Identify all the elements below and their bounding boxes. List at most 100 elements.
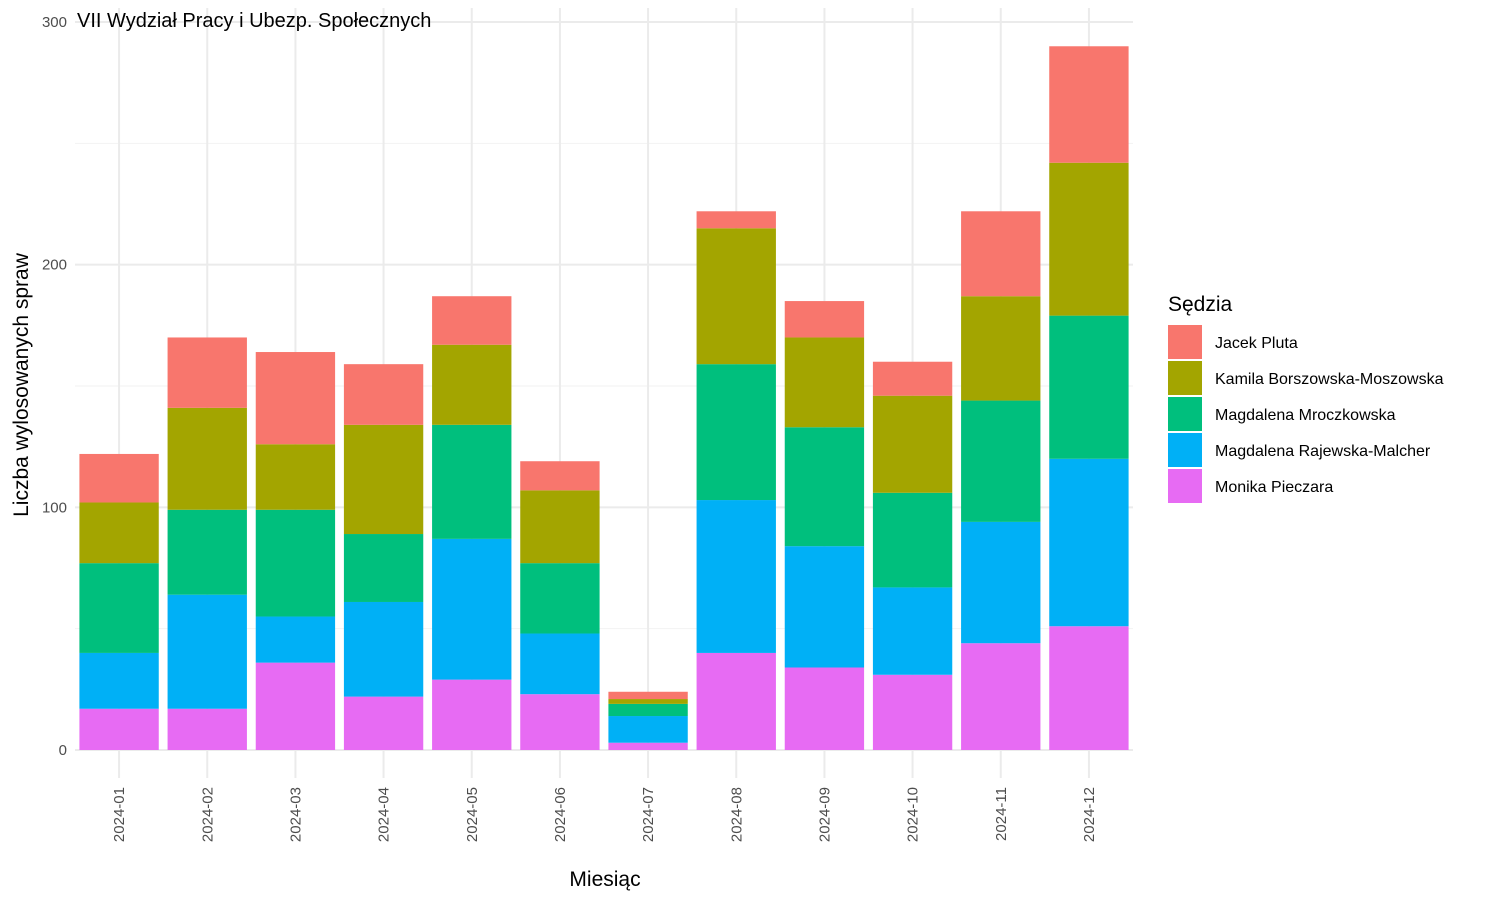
bar-segment bbox=[1049, 315, 1129, 459]
bar-segment bbox=[784, 546, 865, 668]
y-tick-label: 0 bbox=[59, 742, 67, 759]
bar-segment bbox=[872, 587, 953, 675]
bars bbox=[79, 46, 1129, 750]
bar-segment bbox=[608, 716, 688, 743]
bar-segment bbox=[167, 509, 247, 595]
bar-segment bbox=[343, 364, 424, 425]
y-axis-title: Liczba wylosowanych spraw bbox=[10, 252, 33, 517]
legend-item: Jacek Pluta bbox=[1168, 325, 1298, 359]
bar-segment bbox=[961, 296, 1041, 401]
bar-segment bbox=[79, 563, 159, 653]
legend-item: Kamila Borszowska-Moszowska bbox=[1168, 361, 1444, 395]
x-tick-label: 2024-02 bbox=[199, 787, 216, 842]
bar-segment bbox=[79, 453, 159, 503]
legend-title: Sędzia bbox=[1168, 293, 1233, 316]
bar-segment bbox=[1049, 162, 1129, 316]
bar-segment bbox=[696, 211, 776, 229]
bar-segment bbox=[961, 643, 1041, 750]
bar-segment bbox=[432, 679, 512, 750]
bar-segment bbox=[520, 694, 600, 750]
legend: Sędzia Jacek Pluta Kamila Borszowska-Mosz… bbox=[1168, 293, 1444, 503]
legend-key bbox=[1168, 433, 1202, 467]
bar-segment bbox=[1049, 626, 1129, 750]
bar-segment bbox=[255, 352, 336, 445]
legend-label: Kamila Borszowska-Moszowska bbox=[1215, 371, 1444, 388]
bar-segment bbox=[255, 444, 336, 510]
x-tick-label: 2024-06 bbox=[552, 787, 569, 842]
legend-item: Magdalena Rajewska-Malcher bbox=[1168, 433, 1431, 467]
bar-segment bbox=[696, 652, 776, 750]
bar-segment bbox=[79, 708, 159, 750]
bar-segment bbox=[1049, 458, 1129, 627]
bar-segment bbox=[872, 395, 953, 493]
legend-item: Monika Pieczara bbox=[1168, 469, 1333, 503]
legend-key bbox=[1168, 397, 1202, 431]
bar-segment bbox=[79, 502, 159, 564]
x-tick-label: 2024-09 bbox=[816, 787, 833, 842]
bar-segment bbox=[784, 427, 865, 547]
bar-segment bbox=[432, 424, 512, 539]
bar-segment bbox=[1049, 46, 1129, 163]
x-tick-label: 2024-08 bbox=[728, 787, 745, 842]
legend-label: Magdalena Rajewska-Malcher bbox=[1215, 443, 1431, 460]
bar-segment bbox=[608, 699, 688, 704]
legend-item: Magdalena Mroczkowska bbox=[1168, 397, 1396, 431]
bar-segment bbox=[167, 594, 247, 709]
bar-segment bbox=[167, 407, 247, 510]
bar-segment bbox=[520, 490, 600, 564]
bar-segment bbox=[343, 424, 424, 535]
x-tick-label: 2024-01 bbox=[111, 787, 128, 842]
bar-segment bbox=[961, 400, 1041, 522]
x-tick-label: 2024-07 bbox=[640, 787, 657, 842]
bar-segment bbox=[608, 691, 688, 700]
y-tick-label: 300 bbox=[42, 14, 67, 31]
bar-segment bbox=[608, 742, 688, 750]
chart-title: VII Wydział Pracy i Ubezp. Społecznych bbox=[77, 10, 431, 32]
bar-segment bbox=[520, 461, 600, 491]
legend-label: Jacek Pluta bbox=[1215, 335, 1298, 352]
bar-segment bbox=[696, 364, 776, 501]
bar-segment bbox=[784, 301, 865, 338]
bar-segment bbox=[872, 492, 953, 588]
bar-segment bbox=[696, 228, 776, 365]
bar-segment bbox=[961, 521, 1041, 644]
bar-segment bbox=[255, 509, 336, 617]
y-tick-label: 100 bbox=[42, 499, 67, 516]
bar-segment bbox=[872, 674, 953, 750]
x-tick-label: 2024-05 bbox=[464, 787, 481, 842]
x-tick-label: 2024-03 bbox=[287, 787, 304, 842]
bar-segment bbox=[784, 337, 865, 428]
bar-segment bbox=[608, 703, 688, 717]
bar-segment bbox=[167, 708, 247, 750]
bar-segment bbox=[520, 633, 600, 695]
legend-key bbox=[1168, 361, 1202, 395]
bar-segment bbox=[520, 563, 600, 634]
bar-segment bbox=[961, 211, 1041, 297]
bar-segment bbox=[432, 344, 512, 425]
bar-segment bbox=[343, 534, 424, 602]
x-tick-label: 2024-12 bbox=[1081, 787, 1098, 842]
legend-key bbox=[1168, 325, 1202, 359]
legend-key bbox=[1168, 469, 1202, 503]
y-tick-labels: 0 100 200 300 bbox=[42, 14, 67, 759]
bar-segment bbox=[872, 361, 953, 396]
bar-segment bbox=[79, 652, 159, 709]
bar-segment bbox=[696, 500, 776, 653]
bar-segment bbox=[255, 662, 336, 750]
x-tick-label: 2024-10 bbox=[905, 787, 922, 842]
bar-segment bbox=[167, 337, 247, 408]
x-tick-labels: 2024-01 2024-02 2024-03 2024-04 2024-05 2024-… bbox=[111, 787, 1098, 842]
bar-segment bbox=[432, 296, 512, 345]
x-tick-label: 2024-11 bbox=[993, 787, 1010, 841]
bar-segment bbox=[343, 696, 424, 750]
bar-segment bbox=[255, 616, 336, 663]
x-tick-label: 2024-04 bbox=[376, 787, 393, 842]
y-tick-label: 200 bbox=[42, 257, 67, 274]
bar-segment bbox=[784, 667, 865, 750]
bar-segment bbox=[343, 601, 424, 697]
bar-segment bbox=[432, 538, 512, 680]
legend-label: Magdalena Mroczkowska bbox=[1215, 407, 1396, 424]
x-axis-title: Miesiąc bbox=[569, 868, 640, 891]
legend-label: Monika Pieczara bbox=[1215, 479, 1333, 496]
